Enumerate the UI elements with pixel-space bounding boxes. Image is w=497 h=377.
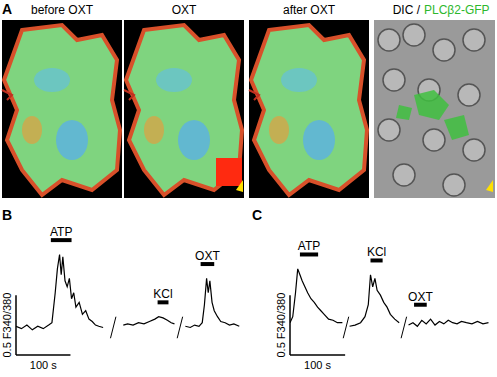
svg-text:KCl: KCl (153, 287, 172, 301)
svg-text:OXT: OXT (172, 3, 197, 17)
svg-text:100 s: 100 s (304, 359, 331, 371)
svg-text:PLCβ2-GFP: PLCβ2-GFP (424, 3, 490, 17)
svg-text:0.5 F340/380: 0.5 F340/380 (275, 293, 287, 358)
html-text:C: C (252, 207, 263, 223)
svg-text:0.5 F340/380: 0.5 F340/380 (1, 293, 13, 358)
svg-text:before OXT: before OXT (31, 3, 94, 17)
svg-text:ATP: ATP (50, 225, 72, 239)
svg-text:OXT: OXT (408, 290, 433, 304)
svg-text:KCl: KCl (367, 245, 386, 259)
svg-text:OXT: OXT (195, 249, 220, 263)
svg-text:100 s: 100 s (30, 359, 57, 371)
html-text:B: B (2, 207, 13, 223)
svg-text:DIC /: DIC / (393, 3, 421, 17)
svg-text:A: A (2, 1, 12, 17)
svg-text:ATP: ATP (298, 239, 320, 253)
svg-text:after OXT: after OXT (283, 3, 336, 17)
